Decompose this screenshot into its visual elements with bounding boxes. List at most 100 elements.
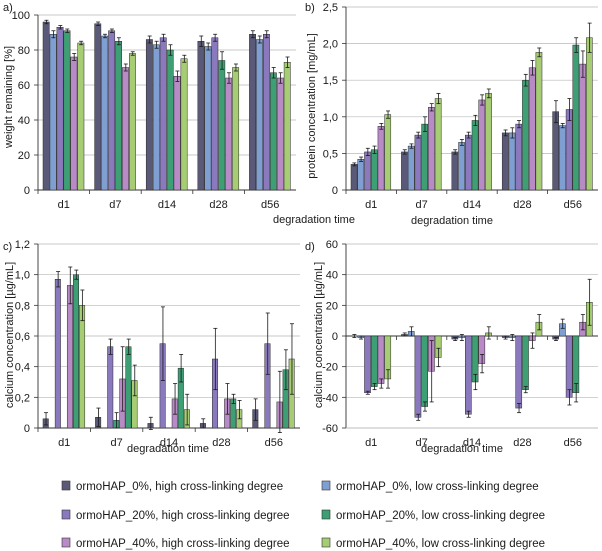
- legend-item: ormoHAP_20%, low cross-linking degree: [321, 509, 545, 522]
- panel-a: a) degradation time weight remaining [%]…: [3, 2, 355, 226]
- legend-label: ormoHAP_40%, high cross-linking degree: [76, 538, 290, 550]
- x-tick-label: d1: [58, 199, 70, 211]
- x-tick-label: d28: [513, 199, 531, 211]
- x-tick-label: d14: [158, 199, 176, 211]
- bar: [204, 46, 212, 191]
- bar: [528, 67, 536, 191]
- bar: [283, 62, 291, 191]
- y-tick-label: 60: [18, 80, 30, 92]
- bar: [364, 151, 371, 191]
- bar: [49, 34, 57, 191]
- bar: [559, 125, 566, 191]
- bar: [269, 72, 277, 191]
- bar: [458, 142, 465, 191]
- x-tick-label: d1: [365, 437, 377, 449]
- bar: [370, 149, 378, 191]
- bar: [232, 67, 240, 191]
- y-tick-label: 0: [332, 331, 338, 343]
- panel-c: c) degradation time calcium concentratio…: [3, 239, 300, 455]
- bar: [115, 41, 122, 191]
- x-tick-label: d7: [109, 199, 121, 211]
- bar: [66, 285, 73, 429]
- bar: [384, 114, 392, 191]
- x-tick-label: d7: [415, 199, 427, 211]
- y-tick-label: 20: [18, 150, 30, 162]
- panel-d-ylabel: calcium concentration [µg/mL]: [313, 262, 325, 408]
- bar: [552, 111, 559, 191]
- bar: [414, 335, 422, 418]
- bar: [125, 346, 132, 429]
- x-tick-label: d28: [209, 199, 227, 211]
- panel-b: b) degradation time protein concentratio…: [305, 2, 598, 227]
- legend-swatch: [61, 509, 71, 520]
- bar: [166, 49, 174, 191]
- x-tick-label: d56: [265, 437, 283, 449]
- y-tick-label: -60: [322, 423, 338, 435]
- bar: [515, 335, 523, 409]
- bar: [434, 98, 442, 191]
- legend-swatch: [61, 537, 71, 548]
- bar: [263, 34, 270, 191]
- bar: [485, 93, 492, 191]
- y-tick-label: 1,5: [323, 75, 338, 87]
- x-tick-label: d14: [160, 437, 178, 449]
- bar: [508, 132, 516, 191]
- x-tick-label: d28: [513, 437, 531, 449]
- x-tick-label: d56: [564, 199, 582, 211]
- bar: [108, 30, 116, 191]
- bar: [522, 79, 529, 191]
- bar: [522, 335, 529, 390]
- bar: [465, 335, 472, 415]
- panel-a-letter: a): [3, 2, 13, 14]
- bar: [579, 63, 586, 191]
- bar: [407, 145, 415, 191]
- bar: [471, 120, 479, 191]
- bar: [225, 77, 233, 191]
- y-tick-label: 40: [326, 270, 338, 282]
- bar: [515, 123, 523, 191]
- y-tick-label: 60: [326, 239, 338, 251]
- bar: [94, 23, 102, 191]
- bar: [421, 123, 428, 191]
- bar: [218, 60, 226, 191]
- bar: [370, 335, 378, 387]
- legend-item: ormoHAP_40%, high cross-linking degree: [61, 537, 290, 550]
- bar: [276, 77, 284, 191]
- x-tick-label: d7: [415, 437, 427, 449]
- y-tick-label: -20: [322, 362, 338, 374]
- legend-item: ormoHAP_20%, high cross-linking degree: [61, 509, 290, 522]
- panel-c-xlabel: degradation time: [127, 443, 209, 455]
- bar: [173, 76, 181, 191]
- bar: [478, 99, 486, 191]
- panel-c-ylabel: calcium concentration [µg/mL]: [4, 262, 16, 408]
- panel-c-letter: c): [3, 241, 12, 253]
- y-tick-label: 100: [12, 10, 30, 22]
- bar: [249, 34, 256, 191]
- legend-swatch: [321, 480, 331, 491]
- bar: [107, 346, 114, 429]
- y-tick-label: 0,5: [323, 148, 338, 160]
- bar: [211, 37, 219, 191]
- y-tick-label: 0: [332, 185, 338, 197]
- bar: [565, 335, 573, 398]
- panel-b-ylabel: protein concentration [mg/mL]: [306, 33, 318, 179]
- panel-d-xlabel: degradation time: [421, 443, 503, 455]
- y-tick-label: 0,8: [15, 300, 30, 312]
- x-tick-label: d7: [110, 437, 122, 449]
- bar: [364, 335, 371, 393]
- x-tick-label: d14: [463, 437, 481, 449]
- y-tick-label: 2,5: [323, 2, 338, 14]
- legend-swatch: [61, 480, 71, 491]
- bar: [350, 164, 358, 191]
- bar: [535, 52, 543, 191]
- y-tick-label: 0: [24, 423, 30, 435]
- x-tick-label: d14: [463, 199, 481, 211]
- bar: [465, 134, 472, 191]
- y-tick-label: 80: [18, 45, 30, 57]
- bar: [122, 67, 129, 191]
- bar: [501, 132, 509, 191]
- legend-label: ormoHAP_0%, low cross-linking degree: [336, 481, 539, 493]
- bar: [145, 39, 153, 191]
- panel-b-xlabel: degradation time: [411, 215, 493, 227]
- bar: [56, 27, 64, 191]
